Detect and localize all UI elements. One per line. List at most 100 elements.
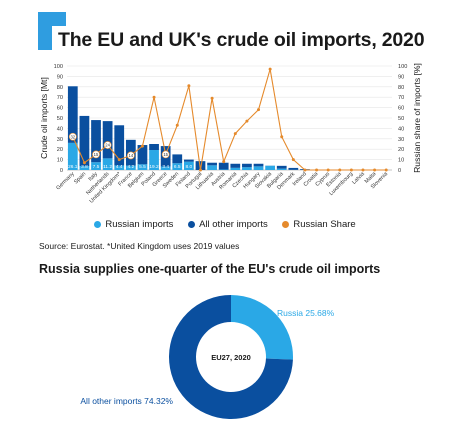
x-tick-label: Latvia — [351, 171, 366, 186]
y2-tick-label: 100 — [398, 64, 407, 70]
bar-other — [91, 120, 101, 163]
share-point-badge — [126, 151, 135, 160]
y2-tick-label: 40 — [398, 126, 404, 132]
bar-russian — [91, 162, 101, 170]
bar-russian — [137, 164, 148, 170]
share-point-label: 15 — [163, 152, 168, 157]
y-tick-label: 40 — [57, 126, 63, 132]
y-tick-label: 50 — [57, 116, 63, 122]
donut-slice-other — [168, 295, 293, 419]
bar-value-label: 8.0 — [186, 164, 193, 170]
bar-other — [184, 159, 194, 162]
share-point — [210, 96, 214, 100]
y2-tick-label: 80 — [398, 85, 404, 91]
bar-other — [195, 161, 206, 170]
legend-label-other: All other imports — [199, 219, 268, 230]
bar-other — [137, 145, 148, 165]
bar-russian — [149, 150, 159, 170]
bar-value-label: 4.4 — [116, 164, 123, 170]
donut-center-label: EU27, 2020 — [211, 353, 251, 362]
share-point-badge — [161, 150, 170, 159]
eu-share-donut-chart: EU27, 2020 Russia 25.68% All other imports… — [80, 295, 335, 419]
share-point-badge — [68, 132, 77, 141]
share-point — [257, 108, 261, 112]
share-point — [384, 168, 388, 172]
bar-other — [172, 154, 183, 164]
bar-other — [253, 163, 264, 167]
y-tick-label: 90 — [57, 74, 63, 80]
bar-russian — [253, 166, 264, 170]
share-point-label: 15 — [94, 152, 99, 157]
y2-tick-label: 90 — [398, 74, 404, 80]
bar-russian — [265, 165, 275, 170]
bar-russian — [125, 165, 136, 170]
y2-tick-label: 10 — [398, 158, 404, 164]
x-tick-label: Italy — [88, 171, 100, 183]
share-point — [280, 135, 284, 139]
share-point — [152, 95, 156, 99]
bar-value-label: 11.2 — [103, 164, 112, 170]
share-point — [198, 168, 202, 172]
y2-axis-title: Russian share of imports [%] — [412, 63, 422, 173]
share-point — [233, 132, 237, 136]
bar-other — [207, 162, 217, 166]
share-point — [361, 168, 365, 172]
bar-russian — [207, 165, 217, 170]
bar-value-label: 3.8 — [81, 164, 88, 170]
bar-other — [102, 121, 113, 159]
share-point-label: 32 — [70, 134, 75, 139]
y-tick-label: 60 — [57, 106, 63, 112]
y-tick-label: 70 — [57, 95, 63, 101]
y-tick-label: 20 — [57, 147, 63, 153]
share-point — [175, 123, 179, 127]
y2-tick-label: 60 — [398, 106, 404, 112]
legend-item-other: All other imports — [188, 219, 268, 230]
share-point — [373, 168, 377, 172]
bar-value-label: 7.5 — [93, 164, 100, 170]
y-tick-label: 100 — [54, 64, 63, 70]
share-point-label: 24 — [105, 143, 110, 148]
accent-corner-cap — [38, 12, 66, 26]
y2-tick-label: 30 — [398, 137, 404, 143]
bar-value-label: 26.1 — [68, 164, 78, 170]
share-point — [315, 168, 319, 172]
share-point — [140, 144, 144, 148]
bar-russian — [79, 166, 90, 170]
bar-other — [79, 115, 90, 167]
donut-title: Russia supplies one-quarter of the EU's … — [39, 262, 381, 276]
legend-item-russian: Russian imports — [94, 219, 173, 230]
share-point-label: 14 — [129, 153, 134, 158]
share-point — [303, 168, 307, 172]
donut-slice-russia — [231, 295, 293, 360]
bar-other — [288, 167, 299, 170]
bar-russian — [102, 158, 113, 170]
y-tick-label: 80 — [57, 85, 63, 91]
bar-other — [242, 163, 252, 168]
share-point — [338, 168, 342, 172]
share-point — [291, 158, 295, 162]
donut-label-other: All other imports 74.32% — [80, 396, 173, 406]
bar-russian — [160, 166, 171, 170]
bar-value-label: 6.5 — [174, 164, 181, 170]
bar-value-label: 3.4 — [162, 164, 169, 170]
share-point — [222, 160, 226, 164]
donut-label-russia: Russia 25.68% — [277, 308, 335, 318]
y-tick-label: 0 — [60, 168, 63, 174]
source-note: Source: Eurostat. *United Kingdom uses 2… — [39, 241, 240, 251]
bar-other — [114, 125, 125, 166]
y2-tick-label: 20 — [398, 147, 404, 153]
legend-item-share: Russian Share — [282, 219, 356, 230]
share-point — [326, 168, 330, 172]
bar-other — [149, 144, 159, 151]
chart-legend: Russian imports All other imports Russia… — [0, 219, 450, 230]
bar-russian — [276, 168, 287, 170]
y-axis-title: Crude oil imports [Mt] — [39, 77, 49, 159]
bar-russian — [184, 161, 194, 170]
bar-russian — [67, 142, 78, 170]
share-point — [117, 158, 121, 162]
legend-label-share: Russian Share — [293, 219, 356, 230]
bar-russian — [114, 165, 125, 170]
legend-swatch-share — [282, 220, 290, 228]
x-tick-label: Spain — [73, 171, 87, 185]
bar-russian — [172, 163, 183, 170]
